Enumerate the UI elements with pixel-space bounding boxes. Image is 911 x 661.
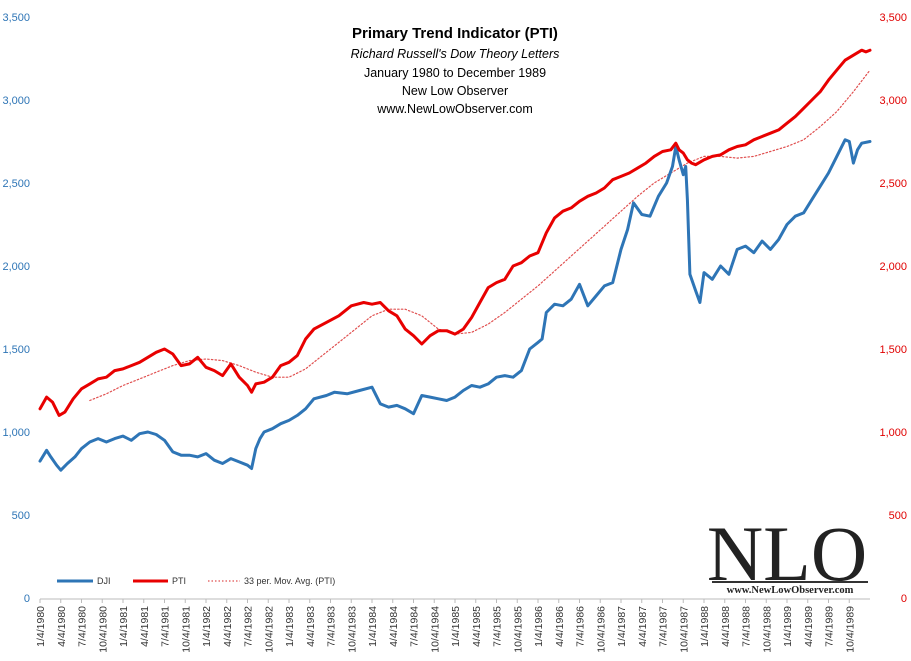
x-tick-label: 7/4/1985 bbox=[492, 606, 504, 647]
x-tick-label: 10/4/1983 bbox=[346, 606, 358, 653]
y-tick-left-label: 3,000 bbox=[2, 95, 30, 107]
x-tick-label: 4/4/1987 bbox=[637, 606, 649, 647]
x-tick-label: 7/4/1987 bbox=[658, 606, 670, 647]
x-tick-label: 7/4/1988 bbox=[741, 606, 753, 647]
x-tick-label: 7/4/1989 bbox=[824, 606, 836, 647]
x-tick-label: 1/4/1981 bbox=[118, 606, 130, 647]
x-tick-label: 10/4/1988 bbox=[761, 606, 773, 653]
legend: DJI PTI 33 per. Mov. Avg. (PTI) bbox=[57, 576, 335, 586]
y-tick-left-label: 0 bbox=[24, 593, 30, 605]
x-tick-label: 7/4/1983 bbox=[326, 606, 338, 647]
chart-subtitle-1: Richard Russell's Dow Theory Letters bbox=[351, 47, 560, 61]
x-tick-label: 4/4/1988 bbox=[720, 606, 732, 647]
nlo-site: www.NewLowObserver.com bbox=[727, 585, 854, 596]
y-tick-left-label: 2,000 bbox=[2, 261, 30, 273]
x-tick-label: 10/4/1985 bbox=[512, 606, 524, 653]
nlo-watermark: NLO www.NewLowObserver.com bbox=[707, 510, 868, 597]
chart-title-block: Primary Trend Indicator (PTI) Richard Ru… bbox=[351, 25, 560, 116]
chart-subtitle-3: New Low Observer bbox=[402, 84, 508, 98]
x-tick-label: 10/4/1981 bbox=[180, 606, 192, 653]
x-axis: 1/4/1980 4/4/1980 7/4/1980 10/4/1980 1/4/198… bbox=[35, 598, 870, 653]
y-tick-right-label: 3,500 bbox=[879, 12, 907, 24]
x-tick-label: 4/4/1985 bbox=[471, 606, 483, 647]
nlo-logo: NLO bbox=[707, 510, 867, 597]
x-tick-label: 10/4/1982 bbox=[263, 606, 275, 653]
x-tick-label: 1/4/1986 bbox=[533, 606, 545, 647]
x-tick-label: 10/4/1986 bbox=[595, 606, 607, 653]
chart-subtitle-4: www.NewLowObserver.com bbox=[376, 102, 533, 116]
chart-title: Primary Trend Indicator (PTI) bbox=[352, 25, 558, 42]
x-tick-label: 1/4/1982 bbox=[201, 606, 213, 647]
y-tick-left-label: 3,500 bbox=[2, 12, 30, 24]
legend-label-pti: PTI bbox=[172, 576, 186, 586]
legend-label-dji: DJI bbox=[97, 576, 111, 586]
x-tick-label: 7/4/1981 bbox=[160, 606, 172, 647]
series-line-dji bbox=[38, 138, 872, 472]
x-tick-label: 4/4/1980 bbox=[56, 606, 68, 647]
y-tick-right-label: 0 bbox=[901, 593, 907, 605]
x-tick-label: 10/4/1980 bbox=[97, 606, 109, 653]
y-tick-right-label: 3,000 bbox=[879, 95, 907, 107]
y-tick-right-label: 1,000 bbox=[879, 427, 907, 439]
x-tick-label: 1/4/1984 bbox=[367, 606, 379, 647]
x-tick-label: 1/4/1987 bbox=[616, 606, 628, 647]
x-tick-label: 1/4/1988 bbox=[699, 606, 711, 647]
x-tick-label: 7/4/1982 bbox=[243, 606, 255, 647]
x-tick-label: 10/4/1987 bbox=[678, 606, 690, 653]
x-tick-label: 4/4/1983 bbox=[305, 606, 317, 647]
y-axis-right: 0 500 1,000 1,500 2,000 2,500 3,000 3,500 bbox=[879, 12, 907, 605]
y-tick-left-label: 500 bbox=[12, 510, 30, 522]
y-tick-right-label: 2,500 bbox=[879, 178, 907, 190]
series-line-mavg bbox=[89, 69, 871, 402]
y-tick-left-label: 1,000 bbox=[2, 427, 30, 439]
x-tick-label: 1/4/1985 bbox=[450, 606, 462, 647]
legend-label-mavg: 33 per. Mov. Avg. (PTI) bbox=[244, 576, 335, 586]
x-tick-label: 10/4/1984 bbox=[429, 606, 441, 653]
y-tick-left-label: 2,500 bbox=[2, 178, 30, 190]
y-tick-left-label: 1,500 bbox=[2, 344, 30, 356]
x-tick-label: 4/4/1984 bbox=[388, 606, 400, 647]
x-tick-label: 4/4/1982 bbox=[222, 606, 234, 647]
x-tick-label: 7/4/1980 bbox=[77, 606, 89, 647]
x-tick-label: 7/4/1984 bbox=[409, 606, 421, 647]
x-tick-label: 4/4/1986 bbox=[554, 606, 566, 647]
y-axis-left: 0 500 1,000 1,500 2,000 2,500 3,000 3,500 bbox=[2, 12, 30, 605]
x-tick-label: 4/4/1989 bbox=[803, 606, 815, 647]
series-layer bbox=[38, 48, 872, 472]
x-tick-label: 4/4/1981 bbox=[139, 606, 151, 647]
y-tick-right-label: 500 bbox=[889, 510, 907, 522]
chart-subtitle-2: January 1980 to December 1989 bbox=[364, 66, 546, 80]
x-tick-label: 1/4/1989 bbox=[782, 606, 794, 647]
series-line-pti bbox=[38, 48, 872, 417]
x-tick-label: 1/4/1980 bbox=[35, 606, 47, 647]
y-tick-right-label: 2,000 bbox=[879, 261, 907, 273]
x-tick-label: 7/4/1986 bbox=[575, 606, 587, 647]
y-tick-right-label: 1,500 bbox=[879, 344, 907, 356]
x-tick-label: 10/4/1989 bbox=[844, 606, 856, 653]
x-tick-label: 1/4/1983 bbox=[284, 606, 296, 647]
